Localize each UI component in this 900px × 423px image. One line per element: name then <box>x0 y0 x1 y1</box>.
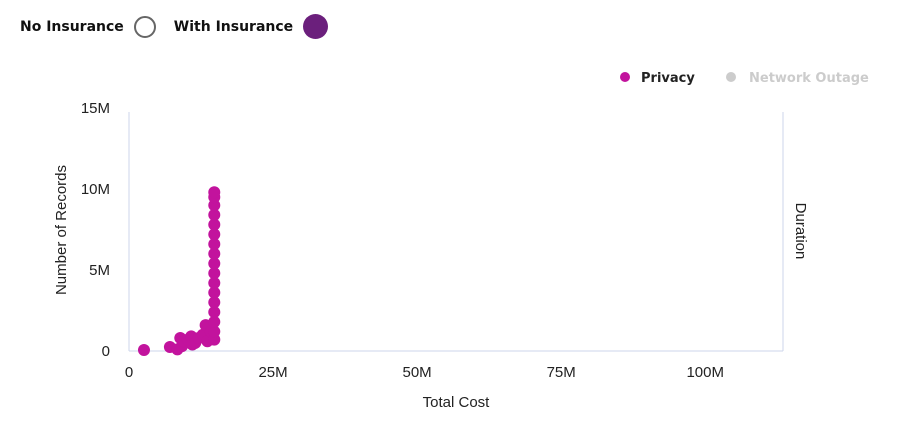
with-insurance-radio[interactable] <box>303 14 329 39</box>
x-tick-label: 75M <box>547 364 576 381</box>
x-axis-title: Total Cost <box>423 394 491 411</box>
no-insurance-radio[interactable] <box>133 15 156 38</box>
legend-item-privacy[interactable]: Privacy <box>620 71 695 86</box>
x-tick-label: 25M <box>258 364 287 381</box>
data-point-privacy[interactable] <box>208 306 221 319</box>
data-point-privacy[interactable] <box>208 276 221 289</box>
data-point-privacy[interactable] <box>208 267 221 280</box>
legend-item-network-outage[interactable]: Network Outage <box>726 71 869 86</box>
data-point-privacy[interactable] <box>208 286 221 299</box>
legend-label-network-outage: Network Outage <box>749 71 869 86</box>
data-point-privacy[interactable] <box>208 296 221 309</box>
data-point-privacy[interactable] <box>208 228 221 241</box>
insurance-toggle: No Insurance With Insurance <box>20 14 346 39</box>
data-point-privacy[interactable] <box>208 315 221 328</box>
data-point-privacy[interactable] <box>137 344 150 356</box>
y-tick-label: 0 <box>102 343 110 360</box>
y-tick-label: 10M <box>81 181 110 198</box>
no-insurance-label: No Insurance <box>20 18 124 35</box>
data-point-privacy[interactable] <box>208 238 221 251</box>
legend-marker-privacy <box>620 72 630 82</box>
legend-label-privacy: Privacy <box>641 71 695 86</box>
y-axis-title: Number of Records <box>53 165 70 295</box>
y-tick-label: 15M <box>81 100 110 117</box>
data-point-privacy[interactable] <box>208 325 221 338</box>
data-point-privacy[interactable] <box>208 208 221 221</box>
x-tick-label: 0 <box>125 364 133 381</box>
x-tick-label: 100M <box>686 364 724 381</box>
legend-marker-network-outage <box>726 72 736 82</box>
with-insurance-label: With Insurance <box>173 18 294 35</box>
x-tick-label: 50M <box>403 364 432 381</box>
data-point-privacy[interactable] <box>208 218 221 231</box>
y2-axis-title: Duration <box>792 203 809 260</box>
data-point-privacy[interactable] <box>208 186 221 199</box>
y-tick-label: 5M <box>89 262 110 279</box>
data-point-privacy[interactable] <box>208 247 221 260</box>
data-point-privacy[interactable] <box>208 257 221 270</box>
